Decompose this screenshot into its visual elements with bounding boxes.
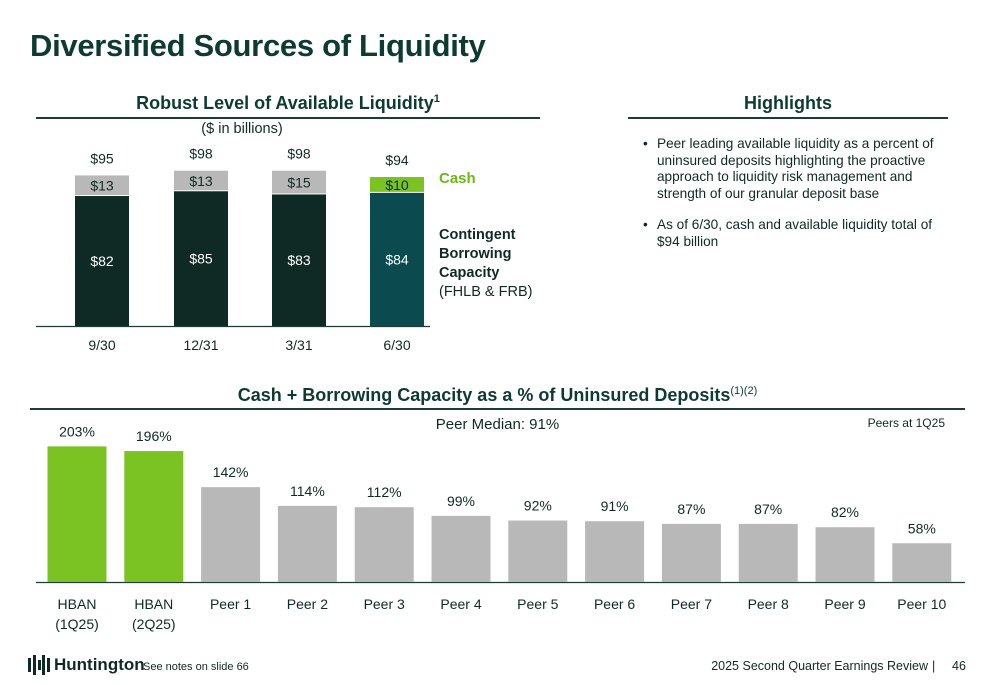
- bullet-icon: •: [643, 136, 648, 151]
- highlights-list: • Peer leading available liquidity as a p…: [643, 136, 953, 265]
- peer-value-label: 203%: [59, 423, 95, 439]
- page-title: Diversified Sources of Liquidity: [30, 28, 486, 63]
- peer-value-label: 92%: [524, 498, 552, 514]
- peers-note: Peers at 1Q25: [867, 416, 945, 430]
- contingent-value-label: $83: [287, 252, 311, 268]
- x-tick-label: 9/30: [88, 337, 115, 353]
- peer-category-label: Peer 9: [824, 596, 865, 612]
- peer-category-label: (1Q25): [55, 616, 99, 632]
- peer-category-label: Peer 5: [517, 596, 558, 612]
- footer-separator: |: [932, 659, 936, 673]
- peer-median-label: Peer Median: 91%: [435, 416, 560, 433]
- peer-value-label: 112%: [367, 484, 402, 500]
- highlights-title: Highlights: [744, 93, 832, 113]
- peer-bar: [585, 521, 645, 582]
- highlights-rule: [628, 117, 948, 119]
- liquidity-section-rule: [36, 117, 540, 119]
- peer-category-label: HBAN: [58, 596, 97, 612]
- peer-bar: [277, 505, 337, 582]
- peer-bar: [661, 523, 721, 582]
- cash-value-label: $13: [90, 178, 114, 194]
- footer-page-number: 46: [952, 659, 966, 673]
- huntington-logo-icon: [28, 655, 50, 675]
- liquidity-section-title: Robust Level of Available Liquidity1: [36, 93, 540, 114]
- peer-category-label: (2Q25): [132, 616, 176, 632]
- cash-bar: [174, 170, 228, 191]
- peer-value-label: 82%: [831, 504, 859, 520]
- legend-contingent-line-2: Borrowing: [439, 246, 512, 262]
- peer-category-label: Peer 8: [748, 596, 789, 612]
- peer-value-label: 87%: [754, 501, 782, 517]
- peer-bar: [815, 527, 875, 582]
- peer-bar: [508, 520, 568, 582]
- peer-value-label: 99%: [447, 493, 475, 509]
- huntington-logo: Huntington: [28, 655, 145, 675]
- cash-bar: [75, 175, 129, 196]
- total-value-label: $98: [189, 146, 213, 162]
- contingent-value-label: $85: [189, 251, 213, 267]
- peer-title-text: Cash + Borrowing Capacity as a % of Unin…: [237, 385, 731, 405]
- x-tick-label: 6/30: [383, 337, 410, 353]
- peer-category-label: Peer 2: [287, 596, 328, 612]
- peer-section-rule: [30, 408, 965, 410]
- highlight-item: • Peer leading available liquidity as a p…: [643, 136, 953, 202]
- cash-bar: [370, 177, 424, 192]
- total-value-label: $98: [287, 146, 311, 162]
- total-value-label: $94: [385, 152, 409, 168]
- legend-contingent-line-1: Contingent: [439, 227, 516, 243]
- liquidity-subtitle: ($ in billions): [201, 121, 283, 137]
- peer-bar: [431, 515, 491, 582]
- peer-value-label: 87%: [677, 501, 705, 517]
- contingent-bar: [174, 191, 228, 326]
- peer-value-label: 114%: [290, 483, 325, 499]
- huntington-logo-text: Huntington: [54, 655, 145, 674]
- total-value-label: $95: [90, 150, 114, 166]
- footer-deck-name: 2025 Second Quarter Earnings Review: [711, 659, 928, 673]
- x-tick-label: 12/31: [183, 337, 218, 353]
- peer-title-sup: (1)(2): [730, 385, 758, 397]
- peer-category-label: Peer 1: [210, 596, 251, 612]
- bullet-icon: •: [643, 217, 648, 232]
- contingent-bar: [370, 192, 424, 326]
- peer-bar: [354, 507, 414, 582]
- x-tick-label: 3/31: [285, 337, 312, 353]
- peer-value-label: 91%: [601, 498, 629, 514]
- peer-value-label: 196%: [136, 428, 172, 444]
- contingent-value-label: $82: [90, 253, 114, 269]
- liquidity-title-text: Robust Level of Available Liquidity: [136, 93, 434, 113]
- peer-category-label: HBAN: [134, 596, 173, 612]
- footer-notes: See notes on slide 66: [143, 661, 249, 673]
- contingent-value-label: $84: [385, 251, 409, 267]
- legend-contingent-line-3: Capacity: [439, 265, 500, 281]
- highlight-item: • As of 6/30, cash and available liquidit…: [643, 217, 953, 250]
- peer-bar: [738, 523, 798, 582]
- contingent-bar: [75, 196, 129, 326]
- peer-bar: [201, 487, 261, 582]
- highlight-text: Peer leading available liquidity as a pe…: [657, 136, 934, 201]
- peer-category-label: Peer 3: [364, 596, 405, 612]
- cash-value-label: $13: [189, 173, 213, 189]
- contingent-bar: [272, 194, 326, 326]
- hban-bar: [124, 451, 184, 582]
- peer-category-label: Peer 10: [897, 596, 946, 612]
- legend-contingent-note: (FHLB & FRB): [439, 284, 533, 300]
- liquidity-title-sup: 1: [433, 93, 440, 105]
- cash-value-label: $15: [287, 175, 311, 191]
- legend-contingent: Contingent Borrowing Capacity (FHLB & FR…: [439, 226, 532, 302]
- peer-section-title: Cash + Borrowing Capacity as a % of Unin…: [30, 385, 965, 406]
- cash-value-label: $10: [385, 177, 409, 193]
- peer-value-label: 142%: [213, 464, 249, 480]
- hban-bar: [47, 446, 107, 582]
- peer-category-label: Peer 6: [594, 596, 635, 612]
- legend-cash-label: Cash: [439, 170, 476, 187]
- peer-category-label: Peer 4: [440, 596, 481, 612]
- peer-value-label: 58%: [908, 520, 936, 536]
- cash-bar: [272, 170, 326, 194]
- peer-bar: [892, 543, 952, 582]
- peer-category-label: Peer 7: [671, 596, 712, 612]
- highlight-text: As of 6/30, cash and available liquidity…: [657, 217, 933, 249]
